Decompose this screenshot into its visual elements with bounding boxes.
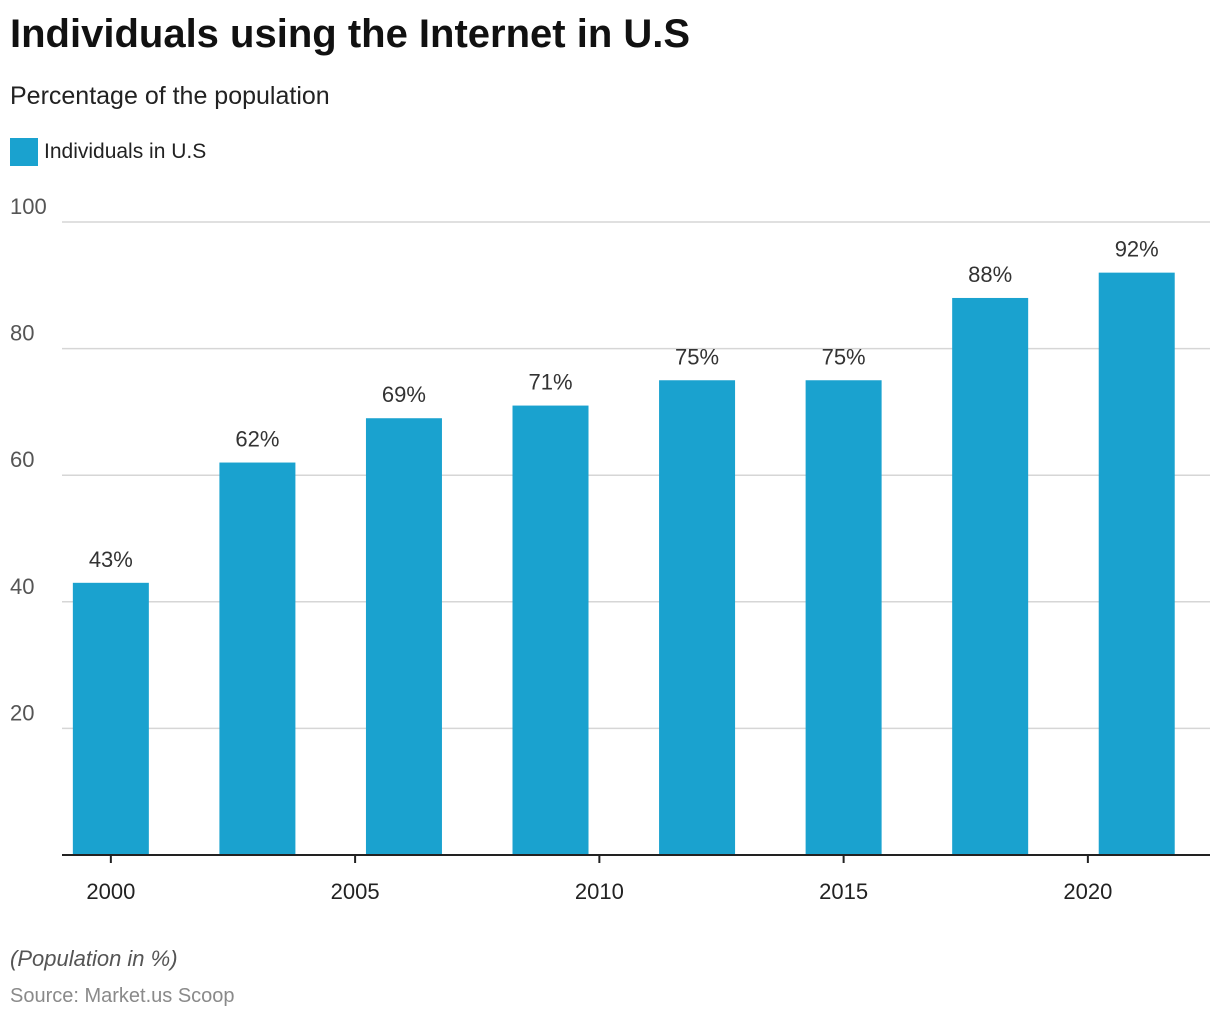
legend: Individuals in U.S bbox=[10, 138, 206, 166]
y-tick-label: 60 bbox=[10, 447, 34, 472]
bar bbox=[512, 405, 589, 855]
y-tick-label: 100 bbox=[10, 194, 47, 219]
bar-chart: 20 40 60 80 100 43% 62% 69% 71% 75% 75% 88% 92% 200… bbox=[10, 194, 1210, 904]
y-axis-labels: 20 40 60 80 100 bbox=[10, 194, 47, 725]
bar-value-label: 88% bbox=[968, 262, 1012, 287]
bar-value-label: 75% bbox=[822, 344, 866, 369]
x-axis bbox=[62, 854, 1210, 863]
bar-value-label: 43% bbox=[89, 547, 133, 572]
x-tick-label: 2005 bbox=[331, 879, 380, 904]
bars bbox=[72, 272, 1175, 856]
bar-value-label: 71% bbox=[528, 370, 572, 395]
bar bbox=[659, 380, 736, 855]
chart-title: Individuals using the Internet in U.S bbox=[10, 12, 691, 56]
x-axis-labels: 2000 2005 2010 2015 2020 bbox=[86, 879, 1112, 904]
bar-value-label: 75% bbox=[675, 344, 719, 369]
legend-swatch bbox=[10, 138, 38, 166]
bar-value-label: 92% bbox=[1115, 237, 1159, 262]
bar bbox=[365, 418, 442, 855]
x-tick-label: 2010 bbox=[575, 879, 624, 904]
legend-label: Individuals in U.S bbox=[44, 140, 207, 163]
bar-value-label: 69% bbox=[382, 382, 426, 407]
x-tick-label: 2020 bbox=[1063, 879, 1112, 904]
y-tick-label: 80 bbox=[10, 321, 34, 346]
bar bbox=[805, 380, 882, 855]
x-tick-label: 2015 bbox=[819, 879, 868, 904]
source-note: Source: Market.us Scoop bbox=[10, 985, 235, 1007]
footnote: (Population in %) bbox=[10, 946, 178, 971]
y-tick-label: 20 bbox=[10, 700, 34, 725]
bar bbox=[1098, 272, 1175, 855]
chart-subtitle: Percentage of the population bbox=[10, 82, 330, 110]
y-tick-label: 40 bbox=[10, 574, 34, 599]
bar bbox=[219, 462, 296, 855]
bar bbox=[952, 297, 1029, 856]
bar-value-labels: 43% 62% 69% 71% 75% 75% 88% 92% bbox=[89, 237, 1159, 572]
bar bbox=[72, 582, 149, 855]
bar-value-label: 62% bbox=[235, 427, 279, 452]
x-tick-label: 2000 bbox=[86, 879, 135, 904]
